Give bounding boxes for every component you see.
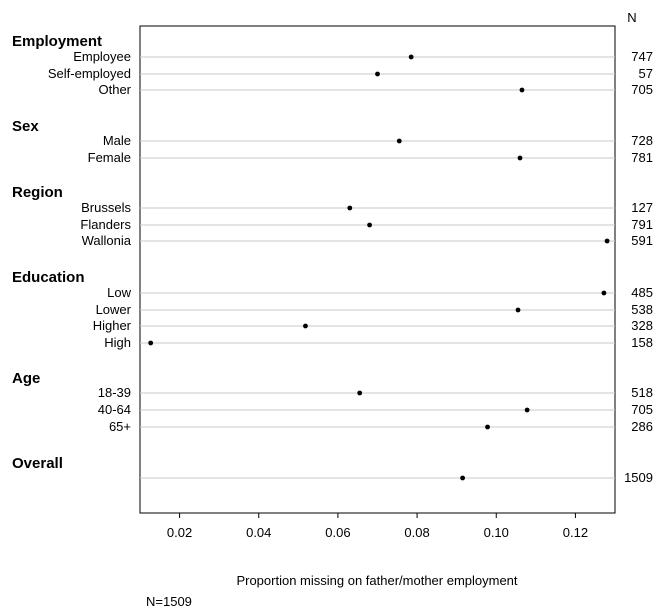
group-title: Region [12, 184, 63, 201]
data-point [604, 238, 610, 244]
row-n-value: 485 [631, 285, 653, 300]
data-point [485, 424, 490, 430]
x-axis-title: Proportion missing on father/mother empl… [236, 573, 517, 588]
data-point [519, 87, 525, 93]
group-title: Education [12, 269, 85, 286]
row-n-value: 538 [631, 302, 653, 317]
plot-frame [139, 25, 616, 514]
row-label: Higher [93, 318, 132, 333]
row-label: Other [98, 82, 131, 97]
data-point [303, 323, 308, 329]
row-n-value: 705 [631, 82, 653, 97]
row-label: Male [103, 133, 131, 148]
data-point [601, 290, 607, 296]
row-n-value: 781 [631, 150, 653, 165]
data-point [517, 155, 523, 161]
row-n-value: 791 [631, 217, 653, 232]
row-n-value: 728 [631, 133, 653, 148]
row-label: Self-employed [48, 66, 131, 81]
x-tick-label: 0.02 [167, 525, 192, 540]
x-tick-label: 0.12 [563, 525, 588, 540]
row-label: 40-64 [98, 402, 131, 417]
x-tick-label: 0.10 [484, 525, 509, 540]
row-n-value: 747 [631, 49, 653, 64]
row-label: Lower [96, 302, 132, 317]
row-label: Employee [73, 49, 131, 64]
row-n-value: 1509 [624, 470, 653, 485]
data-point [148, 340, 154, 346]
x-tick-label: 0.08 [404, 525, 429, 540]
row-n-value: 127 [631, 200, 653, 215]
row-label: Wallonia [82, 233, 132, 248]
row-label: Brussels [81, 200, 131, 215]
row-label: Low [107, 285, 131, 300]
data-point [375, 71, 380, 77]
row-n-value: 158 [631, 335, 653, 350]
x-tick-label: 0.06 [325, 525, 350, 540]
row-n-value: 286 [631, 419, 653, 434]
group-title: Employment [12, 33, 102, 50]
row-label: Female [88, 150, 131, 165]
footnote-n: N=1509 [146, 594, 192, 609]
group-title: Sex [12, 118, 39, 135]
data-point [460, 475, 466, 481]
row-label: 65+ [109, 419, 131, 434]
data-point [515, 307, 521, 313]
data-point [396, 138, 402, 144]
data-point [347, 205, 353, 211]
data-point [524, 407, 530, 413]
row-n-value: 57 [639, 66, 653, 81]
data-point [357, 390, 363, 396]
row-label: 18-39 [98, 385, 131, 400]
row-n-value: 705 [631, 402, 653, 417]
data-point [408, 54, 414, 60]
row-n-value: 518 [631, 385, 653, 400]
row-label: Flanders [80, 217, 131, 232]
group-title: Overall [12, 455, 63, 472]
n-column-header: N [627, 10, 636, 25]
group-title: Age [12, 370, 40, 387]
row-n-value: 591 [631, 233, 653, 248]
data-point [367, 222, 372, 228]
row-label: High [104, 335, 131, 350]
x-axis: 0.02 0.04 0.06 0.08 0.10 0.12 [167, 513, 588, 540]
x-tick-label: 0.04 [246, 525, 271, 540]
row-n-value: 328 [631, 318, 653, 333]
